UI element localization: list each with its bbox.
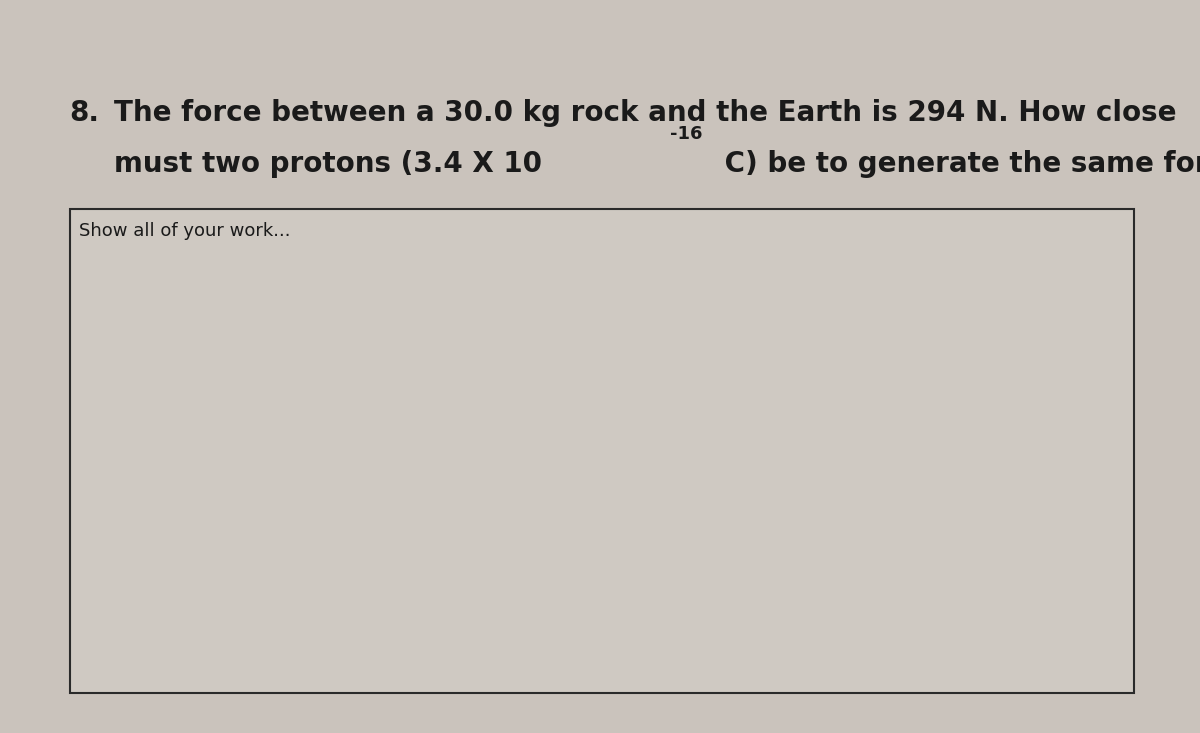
Text: -16: -16: [670, 125, 702, 143]
Text: Show all of your work...: Show all of your work...: [79, 222, 290, 240]
Text: C) be to generate the same force?: C) be to generate the same force?: [715, 150, 1200, 178]
Text: must two protons (3.4 X 10: must two protons (3.4 X 10: [114, 150, 542, 178]
FancyBboxPatch shape: [70, 209, 1134, 693]
Text: The force between a 30.0 kg rock and the Earth is 294 N. How close: The force between a 30.0 kg rock and the…: [114, 99, 1176, 127]
Text: 8.: 8.: [70, 99, 100, 127]
